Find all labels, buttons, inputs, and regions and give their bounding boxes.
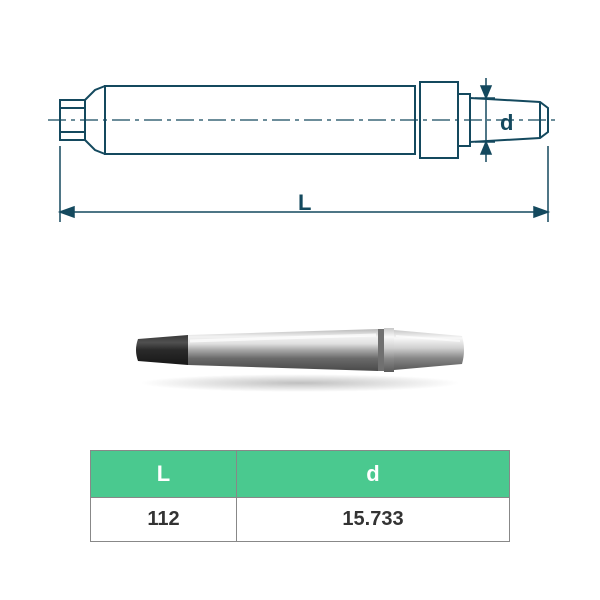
cell-L: 112	[91, 498, 237, 542]
spec-table: L d 112 15.733	[90, 450, 510, 542]
diagram-svg	[20, 50, 580, 250]
cell-d: 15.733	[237, 498, 510, 542]
dim-label-d: d	[500, 110, 513, 136]
col-header-L: L	[91, 451, 237, 498]
dim-label-L: L	[298, 190, 311, 216]
col-header-d: d	[237, 451, 510, 498]
table-row: 112 15.733	[91, 498, 510, 542]
product-photo	[20, 285, 580, 415]
product-svg	[120, 305, 480, 395]
spec-table-wrap: L d 112 15.733	[20, 450, 580, 542]
technical-diagram: d L	[20, 50, 580, 250]
